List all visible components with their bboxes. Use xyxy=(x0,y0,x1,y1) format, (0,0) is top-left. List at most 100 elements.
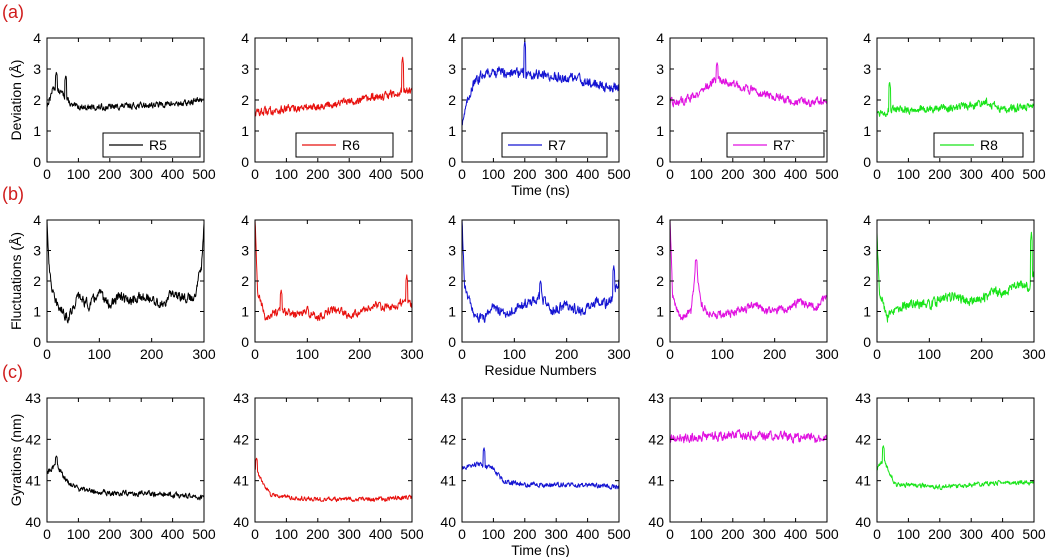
y-tick-label: 3 xyxy=(656,243,664,259)
y-tick-label: 1 xyxy=(448,304,456,320)
x-tick-label: 300 xyxy=(545,166,569,182)
x-tick-label: 400 xyxy=(369,166,393,182)
x-tick-label: 300 xyxy=(338,166,362,182)
y-tick-label: 2 xyxy=(241,92,249,108)
y-tick-label: 1 xyxy=(241,123,249,139)
x-tick-label: 300 xyxy=(960,166,984,182)
x-tick-label: 300 xyxy=(130,526,154,542)
x-tick-label: 100 xyxy=(275,526,299,542)
x-tick-label: 200 xyxy=(763,346,787,362)
y-tick-label: 2 xyxy=(863,92,871,108)
x-tick-label: 500 xyxy=(192,526,216,542)
x-tick-label: 100 xyxy=(711,346,735,362)
y-tick-label: 4 xyxy=(863,30,871,46)
x-tick-label: 100 xyxy=(690,166,714,182)
x-tick-label: 200 xyxy=(970,346,994,362)
x-tick-label: 200 xyxy=(928,166,952,182)
series-line-R5 xyxy=(46,455,205,501)
x-tick-label: 300 xyxy=(753,166,777,182)
y-tick-label: 0 xyxy=(863,334,871,350)
x-tick-label: 200 xyxy=(555,346,579,362)
y-tick-label: 3 xyxy=(241,243,249,259)
y-tick-label: 41 xyxy=(25,473,41,489)
legend-label-R5: R5 xyxy=(149,137,167,153)
x-tick-label: 0 xyxy=(251,526,259,542)
x-tick-label: 200 xyxy=(98,166,122,182)
y-tick-label: 2 xyxy=(863,273,871,289)
x-tick-label: 0 xyxy=(458,526,466,542)
x-tick-label: 200 xyxy=(513,526,537,542)
plot-frame xyxy=(254,397,413,523)
y-tick-label: 42 xyxy=(648,431,664,447)
x-tick-label: 200 xyxy=(721,166,745,182)
x-tick-label: 100 xyxy=(88,346,112,362)
y-tick-label: 0 xyxy=(656,334,664,350)
x-tick-label: 500 xyxy=(607,166,631,182)
legend-label-R8: R8 xyxy=(980,137,998,153)
y-tick-label: 42 xyxy=(440,431,456,447)
series-line-R5 xyxy=(46,71,205,112)
x-tick-label: 100 xyxy=(482,526,506,542)
y-tick-label: 2 xyxy=(448,273,456,289)
x-tick-label: 0 xyxy=(873,166,881,182)
x-tick-label: 0 xyxy=(458,346,466,362)
y-tick-label: 43 xyxy=(648,390,664,406)
y-tick-label: 1 xyxy=(33,123,41,139)
series-line-R6 xyxy=(254,457,413,503)
x-tick-label: 300 xyxy=(815,346,839,362)
y-tick-label: 43 xyxy=(25,390,41,406)
x-tick-label: 300 xyxy=(960,526,984,542)
x-tick-label: 400 xyxy=(991,166,1015,182)
x-tick-label: 400 xyxy=(784,166,808,182)
y-tick-label: 42 xyxy=(233,431,249,447)
series-line-R6 xyxy=(254,219,413,322)
y-tick-label: 0 xyxy=(241,154,249,170)
series-line-R8 xyxy=(876,82,1035,117)
x-tick-label: 0 xyxy=(251,166,259,182)
x-tick-label: 100 xyxy=(67,166,91,182)
y-axis-title: Fluctuations (Å) xyxy=(8,232,24,330)
y-tick-label: 4 xyxy=(241,30,249,46)
x-tick-label: 400 xyxy=(161,526,185,542)
x-tick-label: 400 xyxy=(991,526,1015,542)
series-line-R8 xyxy=(876,445,1035,491)
x-tick-label: 100 xyxy=(67,526,91,542)
y-tick-label: 4 xyxy=(448,212,456,228)
x-tick-label: 500 xyxy=(1022,526,1046,542)
y-tick-label: 4 xyxy=(241,212,249,228)
x-tick-label: 100 xyxy=(690,526,714,542)
series-line-R7` xyxy=(669,62,828,108)
x-tick-label: 400 xyxy=(369,526,393,542)
x-tick-label: 0 xyxy=(43,166,51,182)
y-tick-label: 4 xyxy=(448,30,456,46)
x-tick-label: 300 xyxy=(130,166,154,182)
x-tick-label: 0 xyxy=(43,526,51,542)
y-tick-label: 1 xyxy=(656,123,664,139)
x-tick-label: 200 xyxy=(306,526,330,542)
plot-frame xyxy=(876,397,1035,523)
y-tick-label: 43 xyxy=(855,390,871,406)
y-tick-label: 2 xyxy=(33,92,41,108)
y-tick-label: 1 xyxy=(241,304,249,320)
x-tick-label: 200 xyxy=(513,166,537,182)
series-line-R7 xyxy=(461,219,620,323)
panel-label: (b) xyxy=(2,184,24,204)
y-tick-label: 1 xyxy=(863,123,871,139)
x-tick-label: 500 xyxy=(400,166,424,182)
y-tick-label: 3 xyxy=(863,243,871,259)
series-line-R7 xyxy=(461,447,620,490)
x-tick-label: 200 xyxy=(306,166,330,182)
y-tick-label: 2 xyxy=(33,273,41,289)
x-tick-label: 300 xyxy=(400,346,424,362)
x-axis-title: Time (ns) xyxy=(511,542,570,557)
y-tick-label: 40 xyxy=(855,514,871,530)
y-tick-label: 3 xyxy=(33,61,41,77)
x-axis-title: Time (ns) xyxy=(511,182,570,198)
y-tick-label: 41 xyxy=(855,473,871,489)
panel-label: (a) xyxy=(2,2,24,22)
legend-label-R7: R7 xyxy=(548,137,566,153)
x-tick-label: 500 xyxy=(192,166,216,182)
plot-frame xyxy=(876,219,1035,343)
y-tick-label: 4 xyxy=(33,212,41,228)
y-tick-label: 43 xyxy=(233,390,249,406)
